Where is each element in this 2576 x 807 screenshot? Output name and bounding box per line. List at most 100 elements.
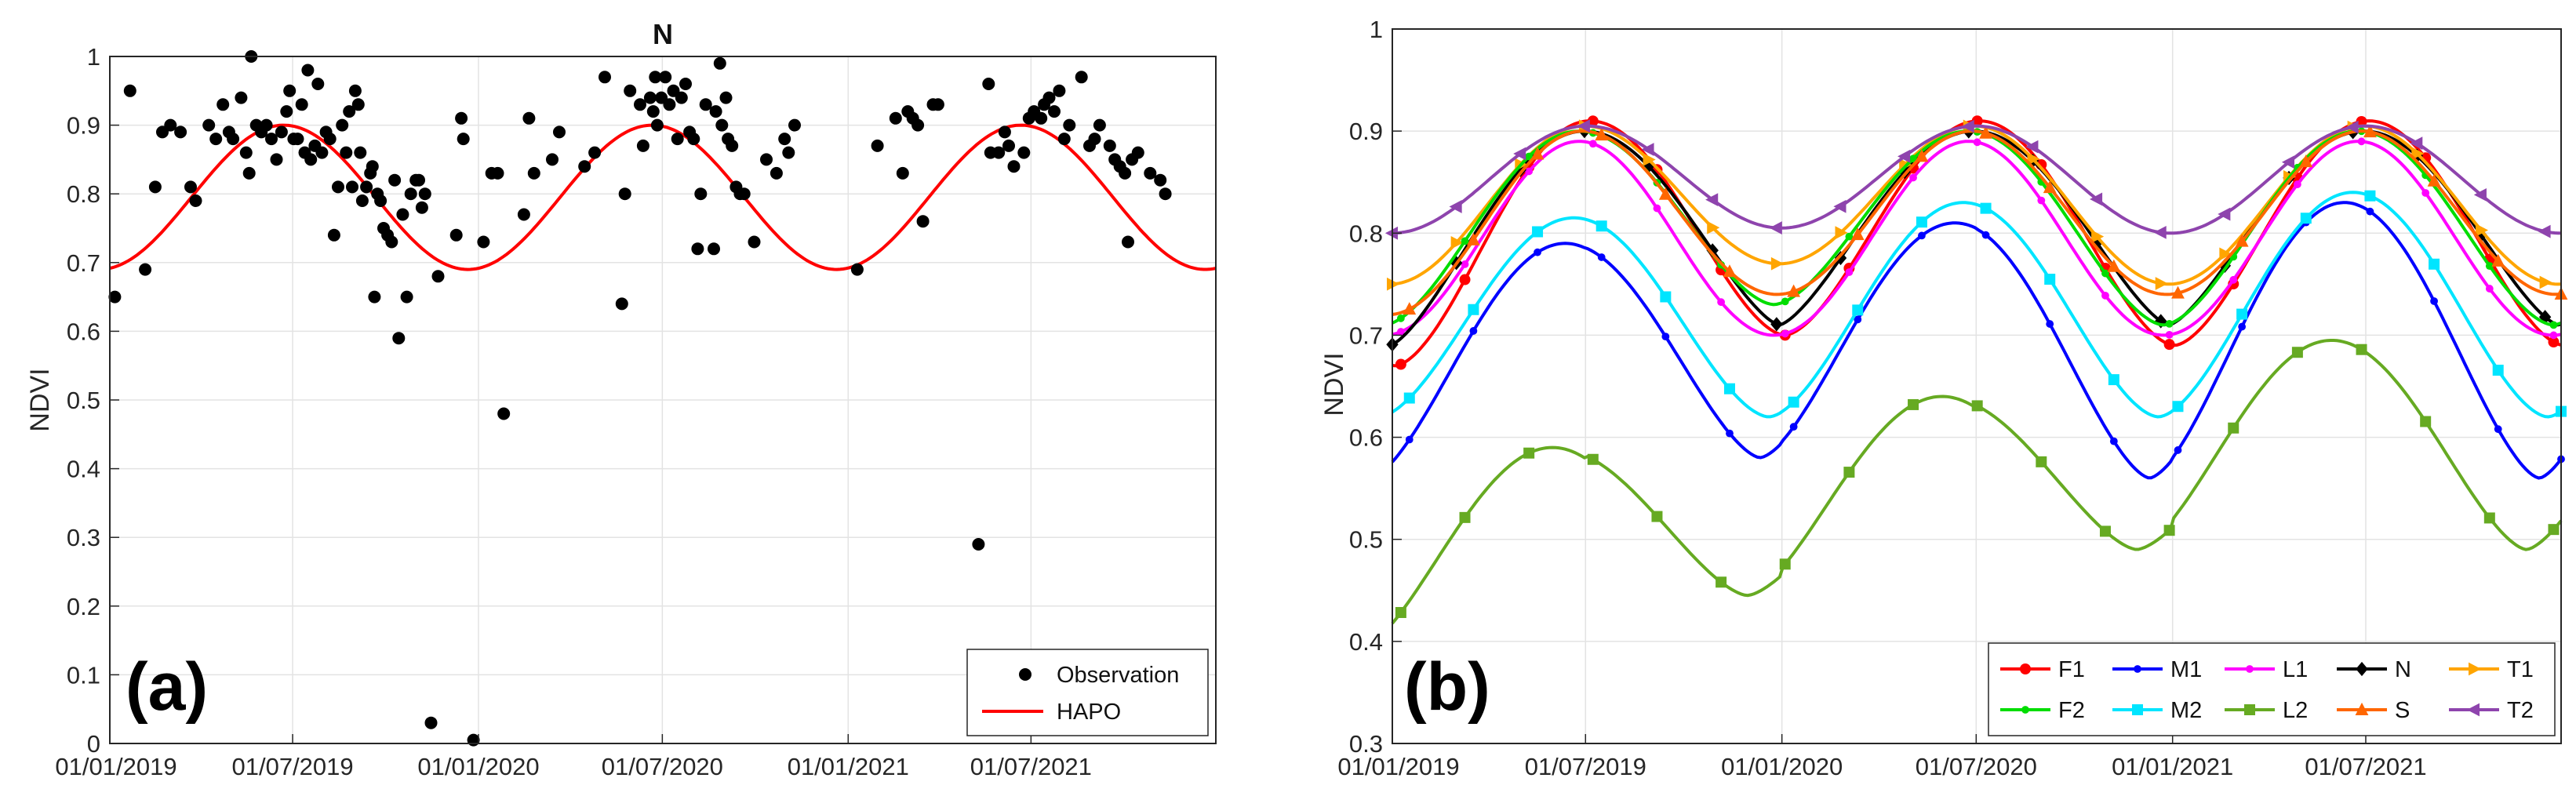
- series-marker-t2: [2025, 140, 2039, 154]
- series-marker-l2: [2036, 456, 2047, 467]
- legend-entry-f2: F2: [2000, 698, 2085, 723]
- observation-point: [291, 133, 304, 146]
- panel-b-xtick-label: 01/01/2021: [2112, 753, 2233, 780]
- series-marker-s: [2299, 154, 2313, 168]
- observation-point: [1063, 118, 1076, 132]
- series-marker-f2: [1525, 152, 1534, 161]
- observation-point: [368, 290, 381, 304]
- observation-point: [650, 118, 664, 132]
- series-marker-m1: [1918, 231, 1926, 240]
- series-marker-t2: [1513, 147, 1526, 161]
- observation-point: [164, 118, 177, 132]
- observation-point: [415, 201, 428, 214]
- series-marker-m1: [1789, 423, 1798, 431]
- series-marker-m1: [2238, 322, 2247, 331]
- series-marker-t1: [1387, 277, 1400, 291]
- series-marker-m1: [2109, 437, 2118, 445]
- observation-point: [392, 332, 406, 345]
- series-marker-s: [1979, 125, 1992, 139]
- observation-point: [646, 105, 660, 118]
- observation-point: [332, 180, 344, 194]
- observation-point: [715, 118, 729, 132]
- panel-b-legend-box: [1988, 642, 2556, 736]
- panel-b-ytick-label: 0.7: [1349, 322, 1383, 349]
- series-marker-m1: [1726, 429, 1734, 438]
- observation-point: [348, 84, 362, 97]
- observation-point: [275, 125, 288, 139]
- series-line-s: [1392, 129, 2562, 316]
- observation-point: [1057, 133, 1071, 146]
- series-s: [1392, 125, 2568, 316]
- series-marker-l1: [1909, 173, 1917, 182]
- observation-point: [209, 133, 223, 146]
- series-marker-s: [2427, 173, 2441, 187]
- series-marker-n: [1706, 243, 1719, 258]
- panel-a-xtick-label: 01/07/2021: [970, 753, 1092, 780]
- series-marker-f2: [2485, 262, 2494, 271]
- panel-b-series: [1384, 115, 2568, 625]
- observation-point: [304, 153, 318, 166]
- observation-point: [239, 146, 253, 159]
- series-marker-l2: [1779, 558, 1791, 570]
- panel-b-xtick-label: 01/07/2021: [2305, 753, 2426, 780]
- observation-point: [719, 91, 733, 104]
- series-marker-s: [1787, 284, 1801, 297]
- observation-point: [477, 235, 490, 249]
- series-l2: [1391, 339, 2563, 625]
- observation-point: [400, 290, 413, 304]
- legend-marker: [2356, 661, 2368, 677]
- observation-point: [216, 98, 230, 111]
- panel-b-label: (b): [1404, 649, 1490, 725]
- legend-entry-m1: M1: [2112, 657, 2202, 682]
- observation-point: [694, 187, 708, 201]
- series-marker-t2: [1897, 149, 1911, 163]
- series-marker-t1: [2539, 275, 2552, 289]
- observation-point: [148, 180, 162, 194]
- series-marker-t2: [1577, 119, 1590, 133]
- series-marker-n: [2155, 314, 2167, 329]
- panel-b-ytick-label: 0.8: [1349, 220, 1383, 247]
- observation-point: [108, 290, 122, 304]
- panel-b-xtick-label: 01/07/2019: [1525, 753, 1646, 780]
- panel-a-ytick-label: 0.9: [67, 112, 100, 140]
- observation-point: [1119, 166, 1132, 180]
- observation-point: [649, 71, 662, 84]
- series-marker-n: [1834, 250, 1847, 266]
- observation-point: [553, 125, 566, 139]
- observation-point: [431, 270, 445, 283]
- series-marker-m1: [2366, 207, 2374, 216]
- observation-point: [189, 194, 202, 207]
- series-marker-s: [1467, 232, 1480, 245]
- observation-point: [311, 78, 325, 90]
- observation-point: [760, 153, 773, 166]
- series-marker-t1: [2155, 277, 2168, 290]
- observation-point: [295, 98, 308, 111]
- series-marker-t2: [1384, 226, 1398, 240]
- series-marker-l2: [2291, 347, 2303, 358]
- observation-point: [351, 98, 365, 111]
- legend-marker: [2246, 665, 2254, 673]
- series-marker-l1: [1588, 140, 1597, 148]
- observation-point: [323, 133, 337, 146]
- observation-point: [911, 118, 925, 132]
- panel-a-label: (a): [126, 649, 208, 725]
- observation-point: [1093, 118, 1106, 132]
- series-marker-m2: [1723, 383, 1735, 394]
- observation-point: [227, 133, 240, 146]
- legend-observation-marker: [1019, 668, 1031, 681]
- series-marker-t1: [1835, 226, 1848, 240]
- observation-point: [1154, 173, 1167, 187]
- series-marker-m2: [1532, 226, 1544, 238]
- series-marker-t1: [1643, 153, 1656, 166]
- observation-point: [1088, 133, 1101, 146]
- observation-point: [424, 716, 438, 729]
- observation-point: [467, 733, 480, 747]
- series-marker-l1: [1653, 204, 1661, 213]
- series-marker-m1: [2430, 297, 2438, 305]
- observation-point: [1048, 105, 1061, 118]
- observation-point: [396, 208, 409, 221]
- series-marker-l2: [2228, 422, 2239, 434]
- legend-entry-l2: L2: [2225, 698, 2308, 723]
- observation-point: [659, 71, 672, 84]
